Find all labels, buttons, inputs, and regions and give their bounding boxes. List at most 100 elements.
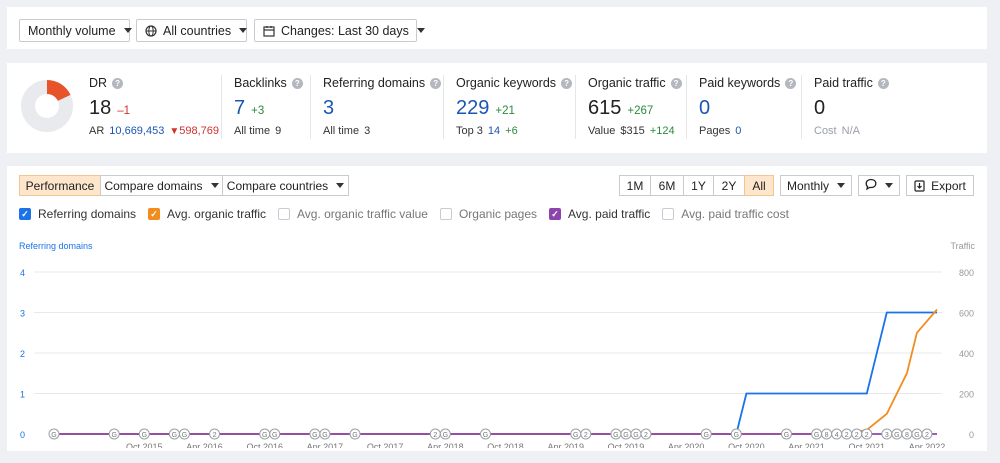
export-button[interactable]: Export bbox=[906, 175, 974, 196]
paid-traffic-label: Paid traffic bbox=[814, 76, 873, 90]
annotation-label: 2 bbox=[213, 432, 217, 439]
annotation-marker bbox=[580, 428, 592, 440]
metric-backlinks: Backlinks ? 7 +3 All time 9 bbox=[234, 63, 314, 153]
annotation-label: G bbox=[734, 432, 739, 439]
range-1m[interactable]: 1M bbox=[619, 175, 651, 196]
chevron-down-icon bbox=[210, 183, 219, 188]
annotation-label: G bbox=[111, 432, 116, 439]
range-all[interactable]: All bbox=[744, 175, 774, 196]
x-tick-label: Oct 2020 bbox=[728, 442, 765, 448]
referring-domains-value[interactable]: 3 bbox=[323, 97, 335, 119]
toggle-avg-organic-traffic-value[interactable]: Avg. organic traffic value bbox=[278, 207, 428, 221]
range-2y[interactable]: 2Y bbox=[713, 175, 745, 196]
annotations-dropdown[interactable] bbox=[858, 175, 900, 196]
tab-compare-domains[interactable]: Compare domains bbox=[100, 175, 223, 196]
left-tick-label: 3 bbox=[20, 309, 25, 319]
chevron-down-icon bbox=[885, 183, 893, 188]
range-1m-label: 1M bbox=[626, 178, 644, 193]
range-2y-label: 2Y bbox=[721, 178, 737, 193]
x-tick-label: Apr 2019 bbox=[547, 442, 584, 448]
range-1y[interactable]: 1Y bbox=[683, 175, 714, 196]
annotation-label: G bbox=[182, 432, 187, 439]
organic-keywords-sub-value[interactable]: 14 bbox=[487, 125, 501, 137]
tab-compare-countries[interactable]: Compare countries bbox=[222, 175, 349, 196]
checkbox-unchecked-icon[interactable] bbox=[662, 208, 675, 220]
annotation-label: 4 bbox=[835, 432, 839, 439]
annotation-label: 3 bbox=[885, 432, 889, 439]
annotation-marker bbox=[640, 428, 652, 440]
organic-keywords-value[interactable]: 229 bbox=[456, 97, 490, 119]
range-6m-label: 6M bbox=[658, 178, 676, 193]
series-line-referring-domains bbox=[54, 311, 937, 435]
annotation-label: G bbox=[573, 432, 578, 439]
countries-dropdown[interactable]: All countries bbox=[136, 19, 248, 42]
x-tick-label: Oct 2015 bbox=[126, 442, 163, 448]
annotation-label: G bbox=[613, 432, 618, 439]
x-tick-label: Oct 2019 bbox=[608, 442, 645, 448]
annotation-label: G bbox=[814, 432, 819, 439]
organic-keywords-label: Organic keywords bbox=[456, 76, 557, 90]
series-toggles: ✓ Referring domains ✓ Avg. organic traff… bbox=[19, 207, 801, 221]
metric-dr: DR ? 18 –1 AR 10,669,453 ▼ 598,769 bbox=[7, 63, 221, 153]
toggle-avg-organic-traffic[interactable]: ✓ Avg. organic traffic bbox=[148, 207, 266, 221]
checkbox-checked-icon[interactable]: ✓ bbox=[549, 208, 562, 220]
tab-compare-domains-label: Compare domains bbox=[104, 178, 203, 193]
paid-keywords-value[interactable]: 0 bbox=[699, 97, 711, 119]
toggle-avg-paid-traffic-cost[interactable]: Avg. paid traffic cost bbox=[662, 207, 789, 221]
tab-performance[interactable]: Performance bbox=[19, 175, 101, 196]
annotation-marker bbox=[349, 428, 361, 440]
volume-dropdown[interactable]: Monthly volume bbox=[19, 19, 132, 42]
backlinks-value[interactable]: 7 bbox=[234, 97, 246, 119]
comment-icon bbox=[865, 178, 877, 193]
chart-panel: Performance Compare domains Compare coun… bbox=[7, 166, 987, 451]
series-line-avg-organic-traffic bbox=[54, 308, 938, 435]
toggle-label: Avg. paid traffic bbox=[568, 207, 651, 221]
annotation-label: G bbox=[703, 432, 708, 439]
toggle-organic-pages[interactable]: Organic pages bbox=[439, 207, 538, 221]
toggle-label: Organic pages bbox=[458, 207, 538, 221]
checkbox-checked-icon[interactable]: ✓ bbox=[19, 208, 31, 220]
left-tick-label: 4 bbox=[20, 268, 25, 278]
arrow-down-icon: ▼ bbox=[169, 126, 180, 137]
calendar-icon bbox=[263, 25, 275, 37]
annotation-label: G bbox=[914, 432, 919, 439]
checkbox-unchecked-icon[interactable] bbox=[278, 208, 290, 220]
checkbox-checked-icon[interactable]: ✓ bbox=[148, 208, 161, 220]
right-tick-label: 0 bbox=[969, 430, 974, 440]
paid-keywords-sub-value[interactable]: 0 bbox=[735, 125, 742, 137]
paid-keywords-sub-label: Pages bbox=[699, 125, 731, 137]
toggle-avg-paid-traffic[interactable]: ✓ Avg. paid traffic bbox=[549, 207, 650, 221]
organic-traffic-sub-value: $315 bbox=[620, 125, 645, 137]
toggle-referring-domains[interactable]: ✓ Referring domains bbox=[19, 207, 136, 221]
right-axis-title: Traffic bbox=[950, 241, 975, 251]
annotation-label: 2 bbox=[644, 432, 648, 439]
annotation-label: G bbox=[142, 432, 147, 439]
help-icon[interactable]: ? bbox=[785, 77, 797, 89]
paid-traffic-sub-value: N/A bbox=[841, 125, 860, 137]
dr-donut-chart bbox=[21, 80, 73, 132]
metric-organic-keywords: Organic keywords ? 229 +21 Top 3 14 +6 bbox=[456, 63, 576, 153]
help-icon[interactable]: ? bbox=[291, 77, 303, 89]
organic-traffic-sub-delta: +124 bbox=[649, 125, 675, 137]
x-tick-label: Apr 2017 bbox=[307, 442, 344, 448]
help-icon[interactable]: ? bbox=[561, 77, 573, 89]
annotation-label: G bbox=[894, 432, 899, 439]
help-icon[interactable]: ? bbox=[670, 77, 682, 89]
left-tick-label: 0 bbox=[20, 430, 25, 440]
range-6m[interactable]: 6M bbox=[650, 175, 684, 196]
right-tick-label: 400 bbox=[959, 349, 974, 359]
left-tick-label: 2 bbox=[20, 349, 25, 359]
volume-label: Monthly volume bbox=[28, 23, 116, 38]
backlinks-sub-value: 9 bbox=[275, 125, 282, 137]
changes-dropdown[interactable]: Changes: Last 30 days bbox=[254, 19, 425, 42]
help-icon[interactable]: ? bbox=[430, 77, 442, 89]
help-icon[interactable]: ? bbox=[112, 77, 124, 89]
organic-traffic-label: Organic traffic bbox=[588, 76, 666, 90]
ar-value[interactable]: 10,669,453 bbox=[109, 125, 165, 137]
help-icon[interactable]: ? bbox=[877, 77, 889, 89]
organic-traffic-value: 615 bbox=[588, 97, 622, 119]
checkbox-unchecked-icon[interactable] bbox=[439, 208, 452, 220]
interval-dropdown[interactable]: Monthly bbox=[780, 175, 852, 196]
annotation-label: 2 bbox=[865, 432, 869, 439]
x-tick-label: Apr 2022 bbox=[909, 442, 946, 448]
